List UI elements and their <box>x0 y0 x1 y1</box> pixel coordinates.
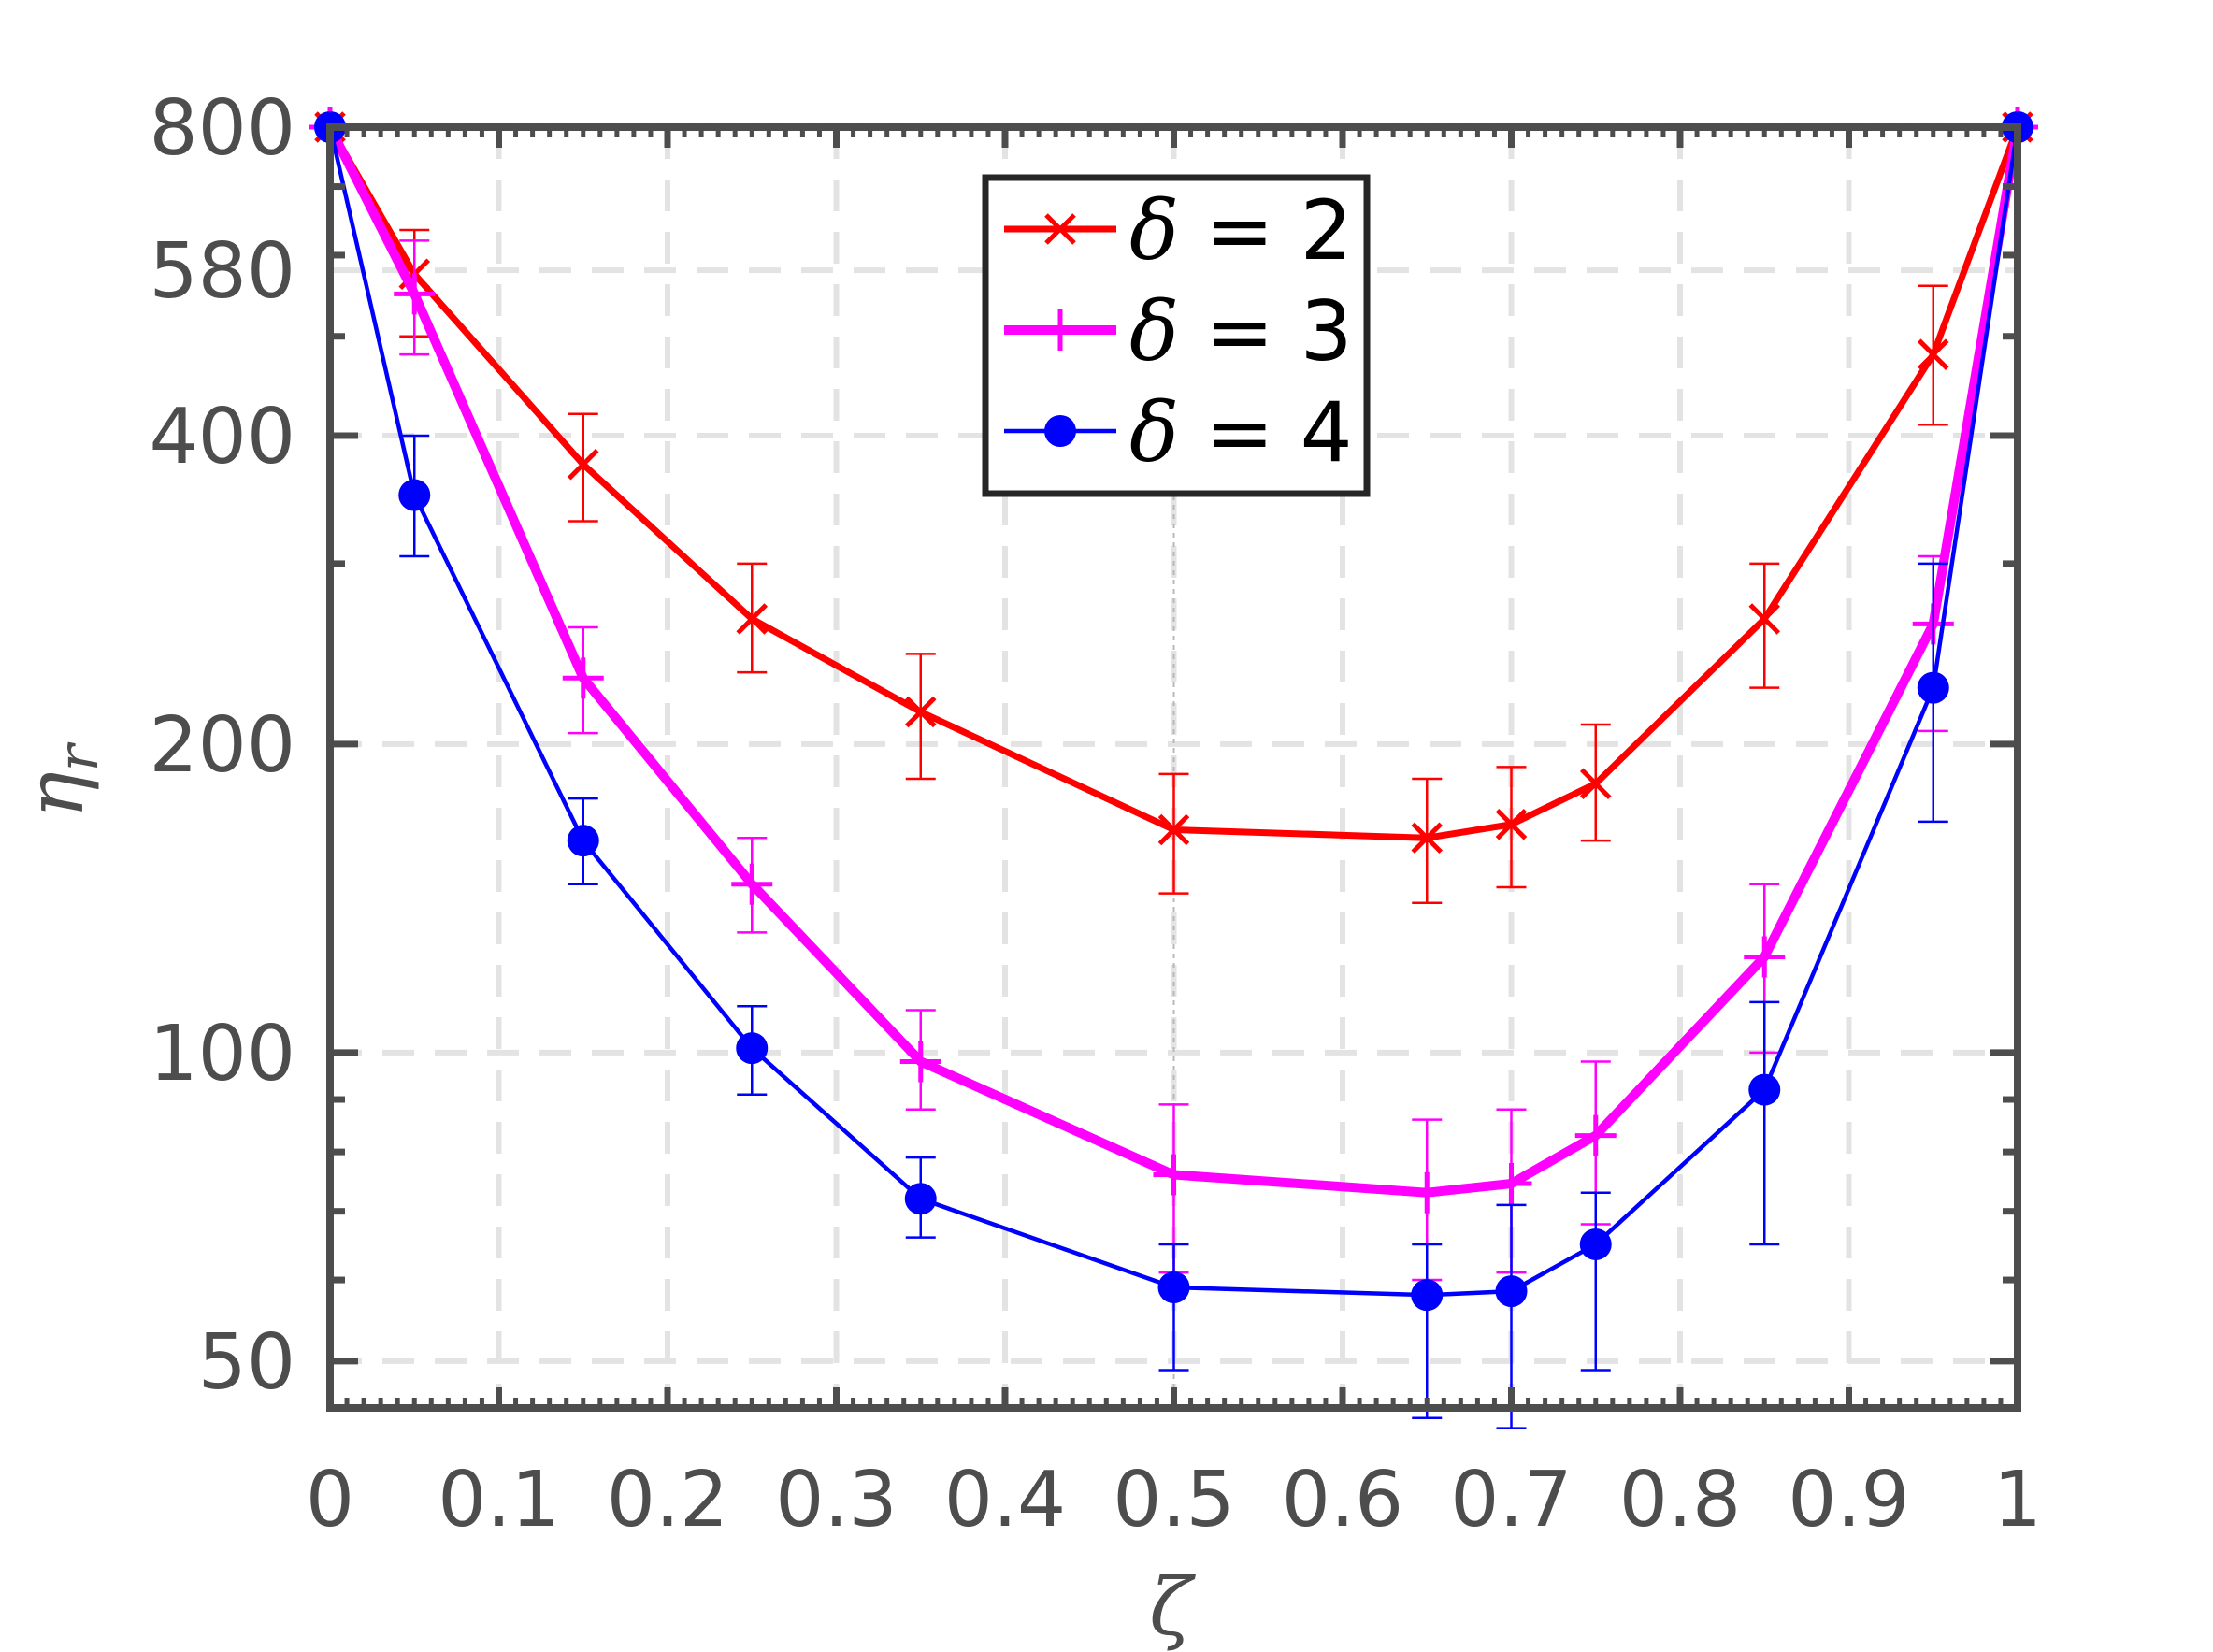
x-tick-label-6: 0.6 <box>1282 1456 1403 1544</box>
legend-label-value: = 4 <box>1179 384 1353 481</box>
legend-label-3: δ = 4 <box>1129 384 1353 481</box>
y-tick-label-2: 200 <box>149 701 295 790</box>
y-tick-label-1: 100 <box>149 1010 295 1099</box>
legend-label-symbol: δ <box>1129 384 1179 481</box>
y-tick-label-5: 800 <box>149 84 295 173</box>
x-tick-label-4: 0.4 <box>944 1456 1066 1544</box>
series-3-point-9 <box>1748 1073 1781 1106</box>
series-3 <box>314 111 2033 1429</box>
x-tick-label-8: 0.8 <box>1619 1456 1741 1544</box>
series-3-point-10 <box>1917 671 1949 704</box>
tick-labels: 0 0.1 0.2 0.3 0.4 0.5 0.6 0.7 0.8 0.9 1 50 100 200 400… <box>149 84 2042 1544</box>
y-tick-label-4: 580 <box>149 227 295 316</box>
x-tick-label-9: 0.9 <box>1788 1456 1909 1544</box>
legend-marker-2 <box>1040 309 1081 351</box>
series-2-point-6 <box>1406 1171 1448 1214</box>
series-2-point-2 <box>562 657 604 699</box>
series-3-point-1 <box>398 479 431 511</box>
legend-entries: δ = 2δ = 3δ = 4 <box>1004 182 1353 481</box>
series-1-point-3 <box>736 603 769 635</box>
axes-frame <box>326 123 2021 1412</box>
series-2-point-5 <box>1153 1154 1195 1196</box>
series-1-line <box>326 125 2021 841</box>
series-2-point-9 <box>1744 936 1786 978</box>
series-1-point-9 <box>1748 603 1781 635</box>
y-axis-label: ηr <box>9 741 111 818</box>
y-tick-label-0: 50 <box>198 1318 295 1407</box>
x-tick-label-3: 0.3 <box>775 1456 897 1544</box>
legend-entry-3: δ = 4 <box>1004 384 1353 481</box>
series-2-line <box>325 124 2022 1198</box>
series-2-point-7 <box>1490 1163 1532 1205</box>
series-2-point-3 <box>731 863 773 905</box>
series-3-point-2 <box>567 825 599 857</box>
series-3-point-5 <box>1157 1271 1190 1304</box>
series-3-point-3 <box>736 1032 769 1065</box>
series-3-point-4 <box>904 1183 937 1215</box>
series-3-line <box>327 126 2020 1298</box>
series-2-point-4 <box>899 1041 941 1083</box>
y-axis-label-sub: r <box>46 741 111 771</box>
series-1-point-10 <box>1917 338 1949 370</box>
series-3-point-8 <box>1579 1228 1612 1260</box>
series-1-point-6 <box>1411 822 1444 855</box>
series-3-point-7 <box>1495 1275 1528 1308</box>
series-1-point-4 <box>904 696 937 728</box>
legend-entry-2: δ = 3 <box>1004 283 1353 380</box>
y-axis-label-base: η <box>9 771 101 818</box>
series-1-point-7 <box>1495 808 1528 840</box>
legend: δ = 2δ = 3δ = 4 <box>982 174 1371 497</box>
x-tick-label-7: 0.7 <box>1450 1456 1572 1544</box>
series-1-point-8 <box>1579 768 1612 799</box>
series-2-point-8 <box>1574 1114 1617 1156</box>
legend-entry-1: δ = 2 <box>1004 182 1353 279</box>
x-tick-label-2: 0.2 <box>607 1456 728 1544</box>
series-1 <box>314 111 2033 904</box>
x-axis-label: ζ <box>1149 1561 1196 1652</box>
x-tick-label-0: 0 <box>306 1456 354 1544</box>
legend-label-value: = 2 <box>1179 182 1353 279</box>
legend-label-2: δ = 3 <box>1129 283 1353 380</box>
legend-label-symbol: δ <box>1129 182 1179 279</box>
y-tick-label-3: 400 <box>149 393 295 481</box>
series-2-point-1 <box>394 273 436 315</box>
legend-label-value: = 3 <box>1179 283 1353 380</box>
x-tick-label-10: 1 <box>1993 1456 2042 1544</box>
series-3-point-6 <box>1411 1279 1444 1312</box>
x-tick-label-5: 0.5 <box>1113 1456 1234 1544</box>
legend-marker-1 <box>1044 213 1076 245</box>
series-1-point-2 <box>567 448 599 481</box>
legend-label-symbol: δ <box>1129 283 1179 380</box>
x-tick-label-1: 0.1 <box>438 1456 559 1544</box>
legend-label-1: δ = 2 <box>1129 182 1353 279</box>
series-1-point-5 <box>1157 813 1190 846</box>
legend-marker-3 <box>1044 415 1076 447</box>
